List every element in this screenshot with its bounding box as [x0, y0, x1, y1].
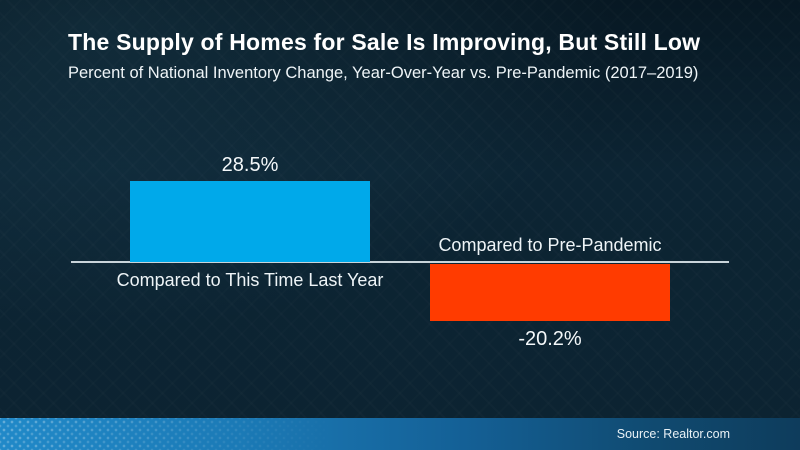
bar-category-label: Compared to This Time Last Year [116, 270, 384, 290]
bar-value-label: -20.2% [518, 328, 582, 351]
chart-header: The Supply of Homes for Sale Is Improvin… [68, 29, 760, 83]
zero-baseline [71, 261, 729, 263]
bar-positive [130, 181, 370, 262]
footer-band: Source: Realtor.com [0, 418, 800, 450]
chart-subtitle: Percent of National Inventory Change, Ye… [68, 64, 699, 83]
bar-value-label: 28.5% [221, 154, 279, 176]
source-label: Source: Realtor.com [616, 427, 730, 441]
bar-negative [430, 264, 670, 322]
bar-category-label: Compared to Pre-Pandemic [438, 235, 662, 255]
chart-title: The Supply of Homes for Sale Is Improvin… [68, 29, 701, 55]
